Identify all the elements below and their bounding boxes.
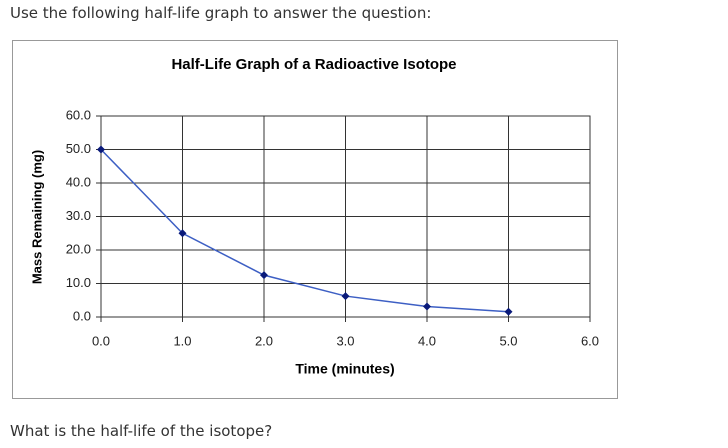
y-tick-label: 10.0	[66, 275, 91, 290]
x-tick-label: 6.0	[581, 333, 599, 348]
x-tick-label: 5.0	[499, 333, 517, 348]
y-tick-label: 40.0	[66, 174, 91, 189]
data-point	[97, 145, 105, 154]
x-axis-label: Time (minutes)	[295, 361, 394, 377]
x-tick-label: 2.0	[255, 333, 273, 348]
plot-border	[100, 115, 591, 318]
data-line	[100, 148, 509, 313]
y-tick-label: 50.0	[66, 141, 91, 156]
data-point	[504, 307, 513, 316]
x-tick-label: 1.0	[173, 333, 191, 348]
data-point	[178, 229, 187, 238]
question: What is the half-life of the isotope?	[10, 422, 273, 440]
y-tick-label: 30.0	[66, 208, 91, 223]
x-tick-label: 0.0	[92, 333, 110, 348]
y-tick-label: 60.0	[66, 107, 91, 122]
data-point	[341, 292, 350, 301]
chart-frame	[12, 40, 618, 399]
data-point	[423, 302, 431, 311]
x-tick-label: 3.0	[336, 333, 354, 348]
y-tick-label: 20.0	[66, 241, 91, 256]
x-tick-label: 4.0	[418, 333, 436, 348]
y-axis-label: Mass Remaining (mg)	[29, 150, 44, 284]
chart-title: Half-Life Graph of a Radioactive Isotope	[171, 56, 456, 73]
y-tick-label: 0.0	[73, 308, 91, 323]
data-point	[260, 271, 268, 280]
question-intro: Use the following half-life graph to ans…	[10, 4, 432, 22]
